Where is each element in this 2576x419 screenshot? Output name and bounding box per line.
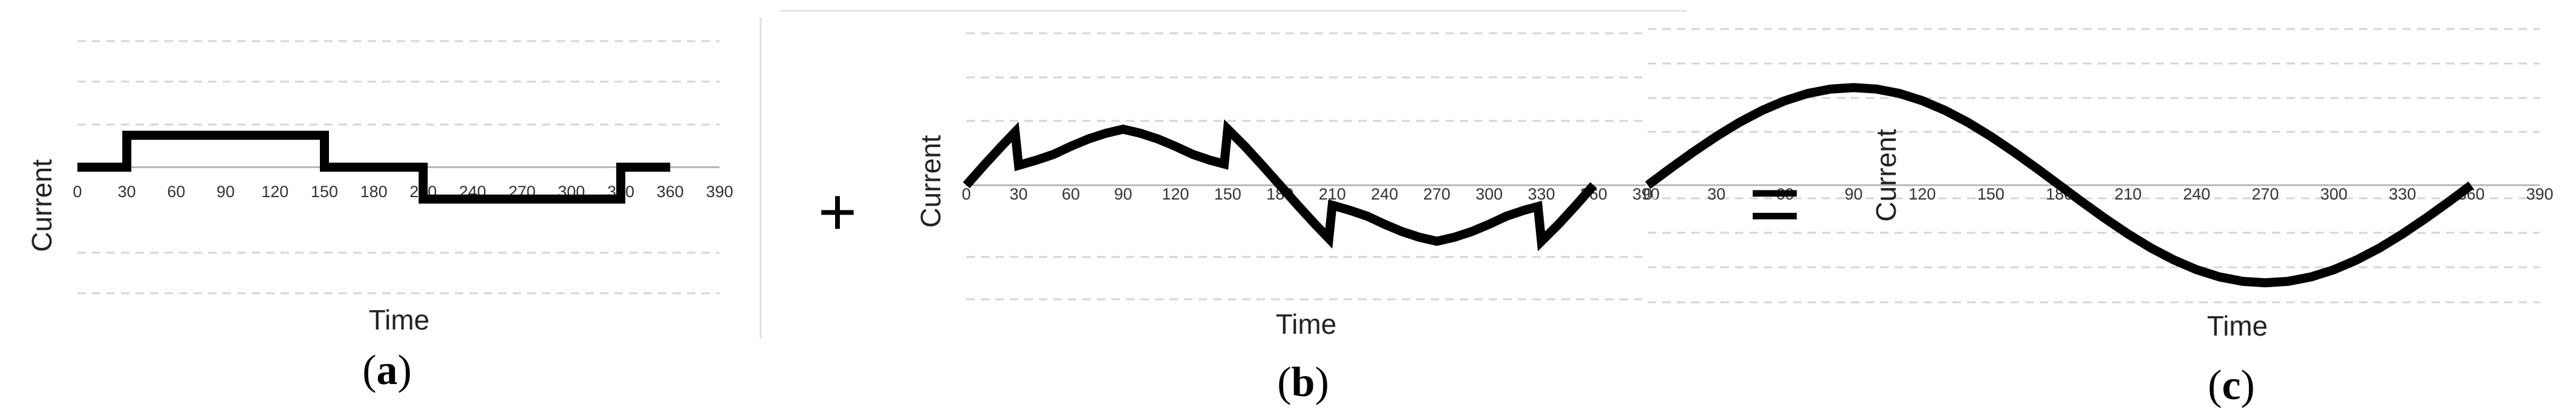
y-axis-label: Current	[915, 135, 946, 228]
x-tick-label: 180	[360, 183, 388, 201]
x-tick-label: 60	[1776, 185, 1794, 203]
series-line	[77, 131, 671, 204]
x-tick-label: 390	[2526, 185, 2553, 203]
x-tick-label: 300	[1475, 185, 1503, 203]
x-tick-label: 210	[1319, 185, 1346, 203]
x-tick-label: 240	[1371, 185, 1398, 203]
panel-label-open: (	[1277, 359, 1291, 406]
x-tick-label: 60	[167, 183, 185, 201]
y-axis-label: Current	[1870, 129, 1902, 222]
x-tick-label: 0	[1643, 185, 1652, 203]
x-tick-label: 30	[1009, 185, 1027, 203]
panel-label-open: (	[2208, 362, 2222, 409]
x-tick-label: 300	[2320, 185, 2347, 203]
x-tick-label: 390	[706, 183, 733, 201]
panel-label-close: )	[2241, 362, 2255, 409]
panel-label: (c)	[2208, 362, 2255, 409]
x-tick-label: 390	[1632, 185, 1659, 203]
panel-b: 0 30 60 90 120 150 180 210 240 270 300 330 360 390Cur…	[915, 32, 1660, 406]
x-axis-label: Time	[369, 304, 430, 336]
x-tick-label: 90	[1114, 185, 1132, 203]
x-tick-label: 120	[261, 183, 288, 201]
panel-label: (b)	[1277, 359, 1329, 406]
x-tick-label: 330	[1528, 185, 1555, 203]
panel-label-open: (	[362, 347, 376, 394]
x-tick-label: 210	[2115, 185, 2142, 203]
equals-operator: =	[1748, 152, 1801, 254]
series-line	[963, 119, 1598, 252]
x-tick-label: 90	[1844, 185, 1862, 203]
panel-label-close: )	[1315, 359, 1329, 406]
x-tick-label: 330	[2389, 185, 2416, 203]
x-tick-label: 270	[2252, 185, 2279, 203]
x-tick-label: 240	[2183, 185, 2210, 203]
x-tick-label: 60	[1062, 185, 1080, 203]
x-tick-label: 90	[216, 183, 235, 201]
x-tick-label: 120	[1162, 185, 1189, 203]
x-tick-label: 120	[1908, 185, 1936, 203]
series-line	[1645, 83, 2474, 288]
x-tick-label: 30	[118, 183, 136, 201]
plus-operator: +	[818, 175, 857, 249]
panel-label: (a)	[362, 347, 412, 394]
x-tick-label: 30	[1707, 185, 1725, 203]
panel-a: 0 30 60 90 120 150 180 210 240 270 300 330 360 390Cur…	[26, 40, 733, 394]
x-tick-label: 150	[1977, 185, 2005, 203]
x-tick-label: 150	[311, 183, 338, 201]
y-axis-label: Current	[26, 159, 57, 252]
panel-label-letter: b	[1292, 359, 1315, 406]
x-axis-label: Time	[2207, 310, 2268, 342]
x-tick-label: 360	[657, 183, 684, 201]
x-tick-label: 150	[1214, 185, 1241, 203]
x-axis-label: Time	[1276, 308, 1337, 340]
panel-label-letter: c	[2222, 362, 2240, 409]
panel-c: 0 30 60 90 120 150 180 210 240 270 300 330 360 390Cur…	[1643, 28, 2554, 409]
panel-label-letter: a	[377, 347, 398, 394]
x-tick-label: 270	[1423, 185, 1451, 203]
panel-label-close: )	[398, 347, 412, 394]
x-tick-label: 0	[73, 183, 82, 201]
x-tick-label: 0	[961, 185, 971, 203]
